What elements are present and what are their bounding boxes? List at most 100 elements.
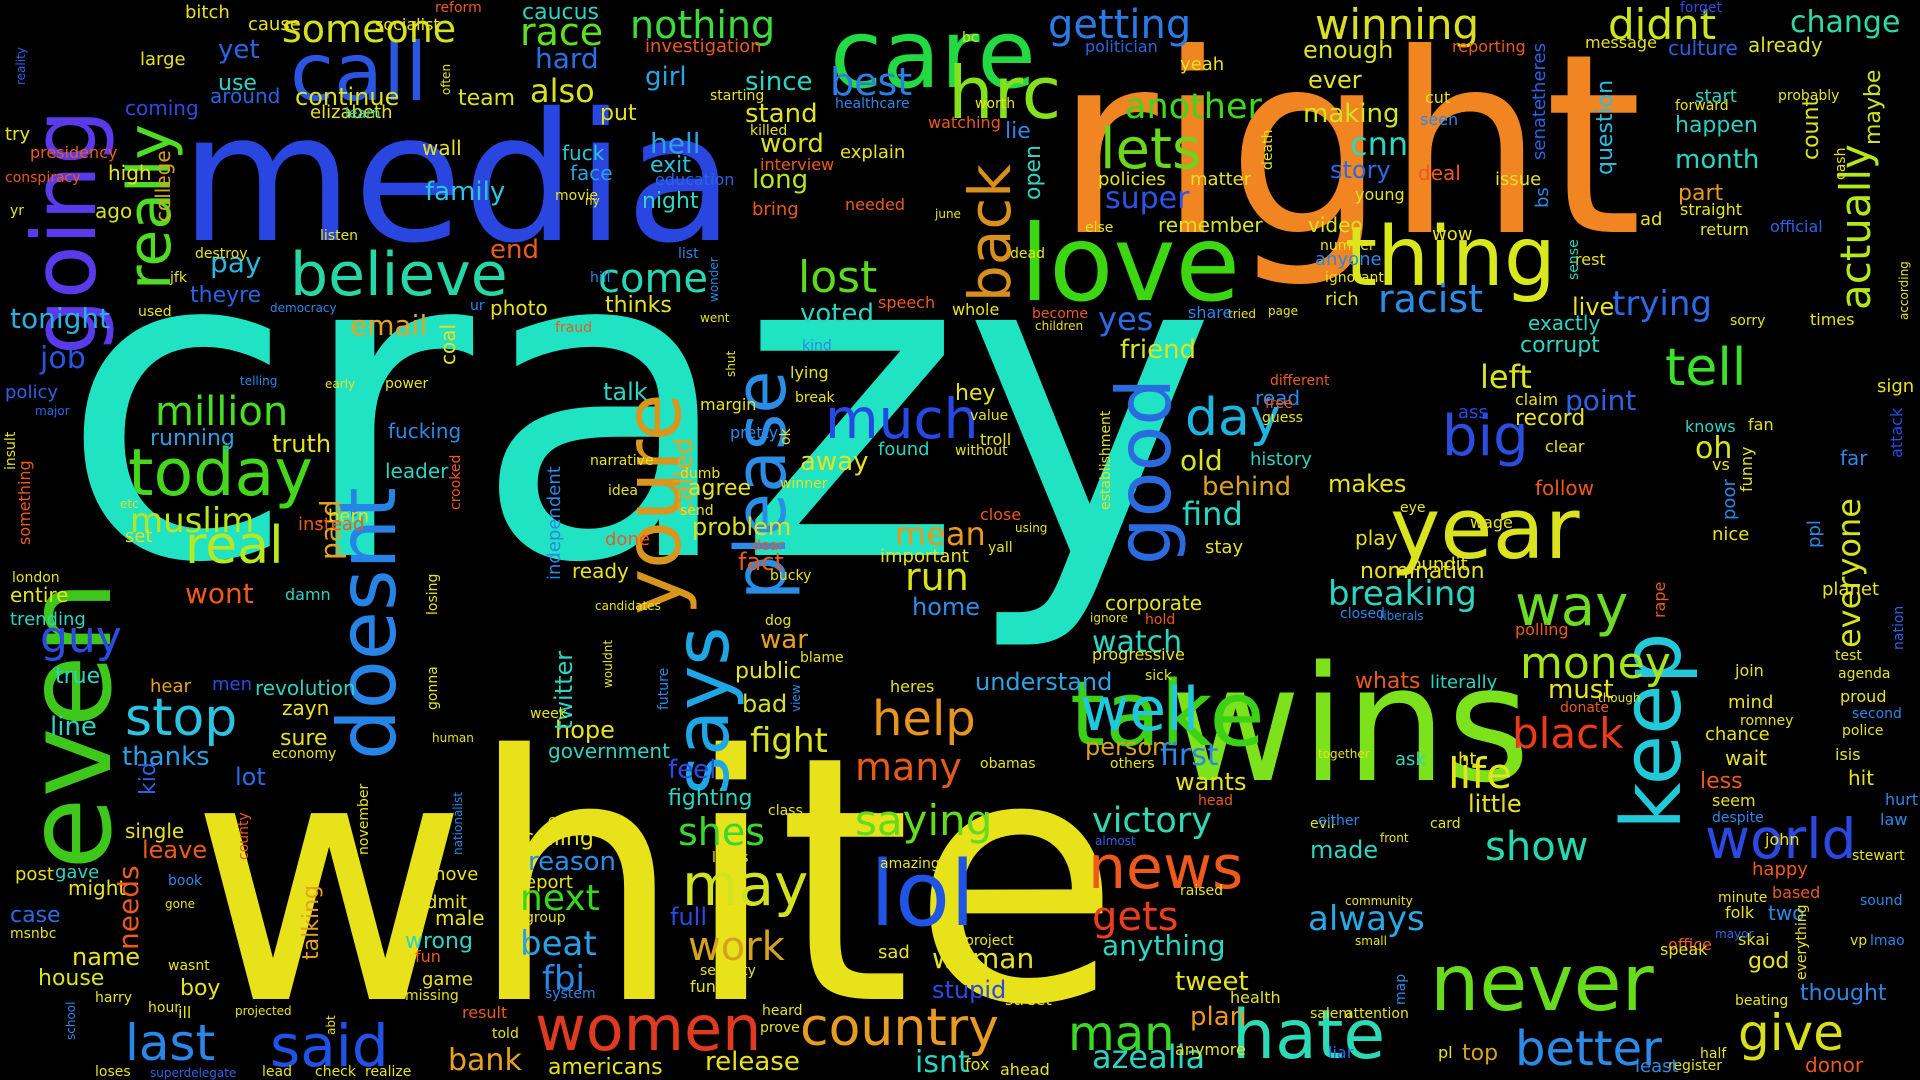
word-team: team [458, 86, 515, 111]
word-called: called [669, 438, 699, 515]
word-using: using [1015, 521, 1047, 535]
word-send: send [680, 503, 714, 519]
word-play: play [1355, 526, 1398, 550]
word-shut: shut [724, 351, 738, 377]
word-girl: girl [645, 62, 687, 92]
word-abt: abt [324, 1015, 338, 1035]
word-lie: lie [1005, 119, 1031, 144]
word-whole: whole [952, 300, 999, 319]
word-keep: keep [1605, 632, 1700, 830]
word-hope: hope [555, 716, 615, 744]
word-two: two [1768, 901, 1804, 925]
word-stop: stop [125, 688, 237, 748]
word-something: something [15, 460, 34, 545]
word-week: week [530, 706, 568, 722]
word-page: page [1268, 304, 1298, 318]
word-home: home [912, 593, 980, 621]
word-world: world [1705, 807, 1856, 871]
word-margin: margin [700, 395, 756, 414]
word-corporate: corporate [1105, 591, 1202, 615]
word-guy: guy [40, 612, 122, 663]
word-ignore: ignore [1090, 611, 1128, 625]
word-agenda: agenda [1838, 666, 1890, 682]
word-much: much [825, 387, 979, 451]
word-well: well [1080, 675, 1199, 745]
word-others: others [1110, 756, 1155, 772]
word-leave: leave [142, 836, 207, 864]
word-troll: troll [980, 430, 1011, 449]
word-calling: calling [522, 826, 594, 851]
word-sad: sad [878, 942, 910, 963]
word-harry: harry [95, 990, 132, 1006]
word-join: join [1734, 661, 1764, 680]
word-gone: gone [165, 897, 195, 911]
word-someone: someone [282, 7, 456, 51]
word-list: list [678, 246, 699, 262]
word-yet: yet [218, 35, 260, 65]
word-result: result [462, 1003, 507, 1022]
word-year: year [1390, 480, 1580, 579]
word-break: break [795, 390, 836, 406]
word-boy: boy [180, 976, 220, 1001]
word-making: making [1303, 99, 1400, 129]
word-check: check [315, 1064, 357, 1080]
word-anymore: anymore [1175, 1040, 1246, 1059]
word-wow: wow [1432, 224, 1472, 245]
word-done: done [605, 529, 650, 550]
word-post: post [15, 864, 54, 885]
word-dumb: dumb [680, 466, 720, 482]
word-wasnt: wasnt [168, 958, 210, 974]
word-reality: reality [14, 47, 28, 85]
word-prove: prove [760, 1020, 800, 1036]
word-yeah: yeah [1180, 54, 1224, 75]
word-based: based [1772, 883, 1820, 902]
word-london: london [12, 570, 60, 586]
word-way: way [1515, 574, 1628, 639]
word-ny: ny [585, 194, 600, 208]
word-jfk: jfk [169, 270, 188, 286]
word-away: away [800, 447, 869, 477]
word-law: law [1880, 810, 1907, 829]
word-evil: evil [1310, 816, 1335, 832]
word-exit: exit [650, 153, 691, 178]
word-street: street [1005, 990, 1052, 1009]
word-project: project [965, 933, 1014, 949]
word-truth: truth [272, 430, 331, 458]
word-almost: almost [1095, 834, 1136, 848]
word-may: may [682, 851, 808, 919]
word-learn: learn [345, 106, 380, 122]
word-half: half [1700, 1046, 1727, 1062]
word-point: point [1565, 384, 1636, 417]
word-watch: watch [1092, 625, 1182, 660]
word-lmao: lmao [1870, 933, 1905, 949]
word-school: school [64, 1002, 78, 1040]
word-investigation: investigation [645, 36, 762, 57]
word-old: old [1180, 444, 1223, 477]
word-policy: policy [5, 382, 58, 403]
word-damn: damn [285, 585, 331, 604]
word-friend: friend [1120, 335, 1196, 365]
word-god: god [1748, 949, 1789, 974]
word-revolution: revolution [255, 676, 356, 700]
word-reason: reason [528, 847, 616, 877]
word-never: never [1430, 939, 1655, 1029]
word-happen: happen [1675, 113, 1758, 138]
word-stand: stand [745, 99, 818, 129]
word-young: young [1355, 185, 1405, 204]
word-voted: voted [800, 299, 874, 329]
word-ok: ok [778, 427, 794, 445]
word-news: news [1088, 833, 1243, 903]
word-fun: fun [415, 947, 441, 966]
word-attack: attack [1887, 407, 1906, 458]
word-office: office [1668, 935, 1712, 954]
word-youre: youre [609, 393, 699, 615]
word-worth: worth [975, 96, 1015, 112]
word-realize: realize [365, 1064, 411, 1080]
word-already: already [1748, 33, 1823, 57]
word-used: used [138, 304, 172, 320]
word-coal: coal [436, 324, 460, 365]
word-official: official [1770, 217, 1823, 236]
word-winning: winning [1315, 0, 1479, 49]
word-admit: admit [415, 892, 467, 913]
